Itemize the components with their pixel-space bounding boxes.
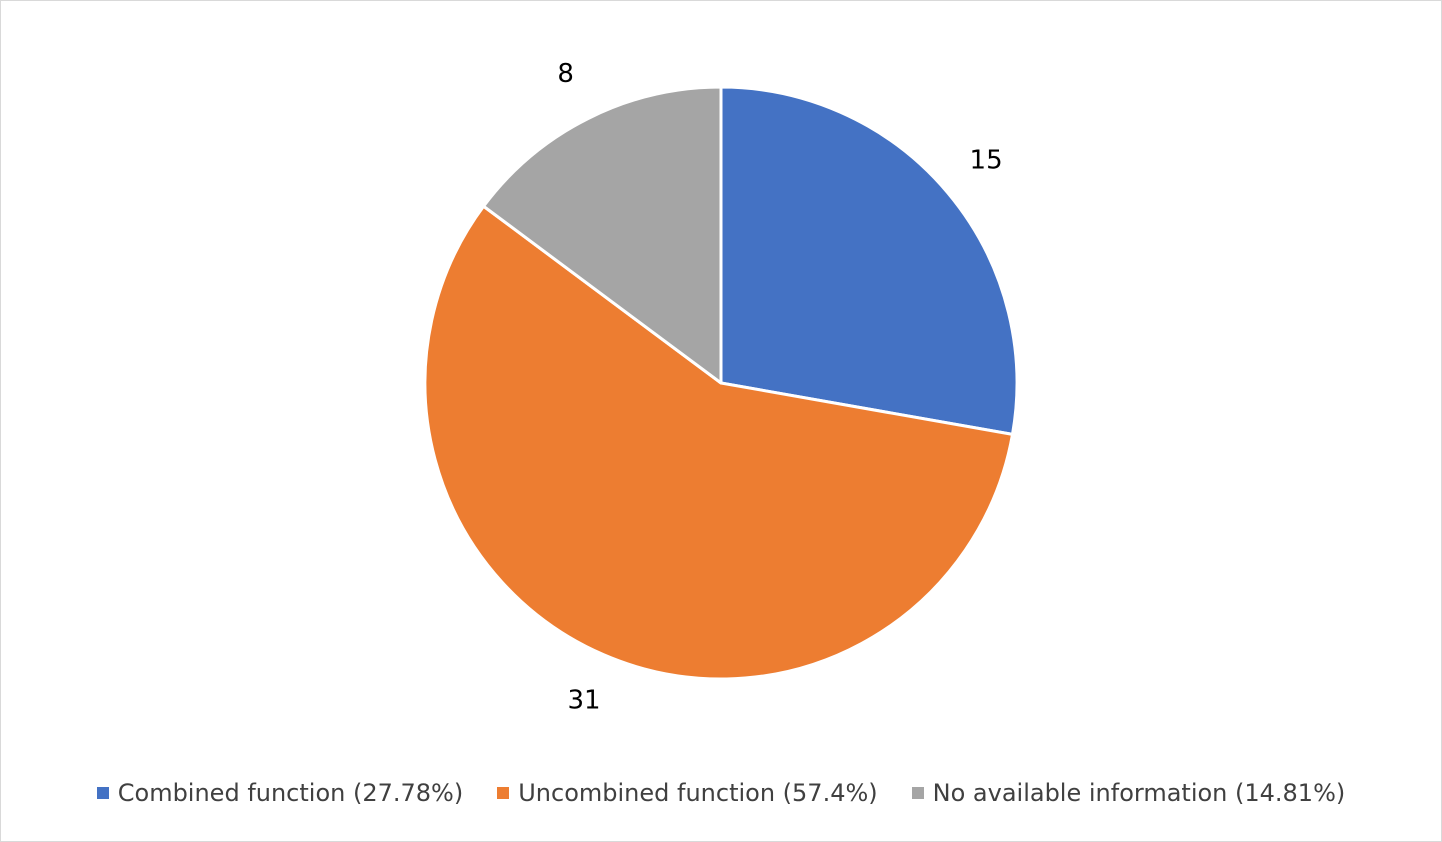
data-label-uncombined-function: 31: [567, 686, 600, 716]
legend-item-no-available-information[interactable]: No available information (14.81%): [911, 779, 1346, 807]
legend-label-uncombined-function: Uncombined function (57.4%): [518, 779, 878, 807]
data-labels: 15 31 8: [557, 59, 1002, 716]
pie-slice-combined-function[interactable]: [719, 85, 1019, 436]
data-label-no-available-information: 8: [557, 59, 574, 89]
legend-label-combined-function: Combined function (27.78%): [117, 779, 464, 807]
legend-item-combined-function[interactable]: Combined function (27.78%): [96, 779, 464, 807]
legend-swatch-no-available-information: [911, 787, 924, 799]
legend-label-no-available-information: No available information (14.81%): [932, 779, 1346, 807]
legend-swatch-uncombined-function: [497, 787, 510, 799]
pie-slice-no-available-information[interactable]: [482, 85, 723, 385]
data-label-combined-function: 15: [970, 146, 1003, 176]
legend: Combined function (27.78%) Uncombined fu…: [1, 771, 1441, 815]
legend-item-uncombined-function[interactable]: Uncombined function (57.4%): [497, 779, 878, 807]
legend-swatch-combined-function: [96, 787, 109, 799]
pie-slices: [423, 85, 1019, 681]
pie-slice-uncombined-function[interactable]: [423, 204, 1014, 681]
